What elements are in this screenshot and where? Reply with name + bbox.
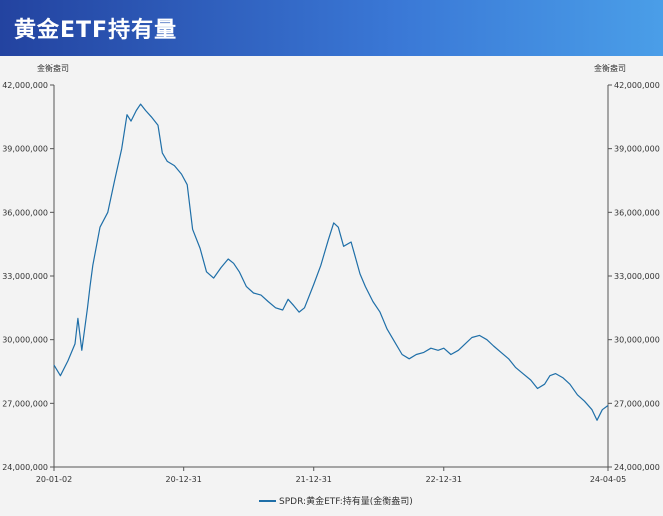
y-ticks: 24,000,000 24,000,000 27,000,000 27,000,000…: [2, 81, 660, 472]
x-tick-label: 24-04-05: [590, 475, 626, 484]
y-tick-label-left: 30,000,000: [2, 336, 48, 345]
y-tick-label-left: 39,000,000: [2, 145, 48, 154]
y-tick-label-left: 33,000,000: [2, 272, 48, 281]
legend: SPDR:黄金ETF:持有量(金衡盎司): [259, 495, 413, 507]
y-tick-label-left: 36,000,000: [2, 208, 48, 217]
y-tick-label-right: 33,000,000: [614, 272, 660, 281]
chart-axes: [53, 85, 609, 468]
y-tick-label-right: 30,000,000: [614, 336, 660, 345]
y-tick-label-right: 42,000,000: [614, 81, 660, 90]
header-banner: 黄金ETF持有量: [0, 0, 663, 56]
legend-label: SPDR:黄金ETF:持有量(金衡盎司): [279, 495, 413, 507]
page-title: 黄金ETF持有量: [14, 18, 178, 43]
y-tick-label-left: 27,000,000: [2, 399, 48, 408]
y-tick-label-right: 39,000,000: [614, 145, 660, 154]
line-chart: 金衡盎司 金衡盎司 24,000,000 24,000,000 27,000,000…: [2, 63, 660, 507]
left-unit-label: 金衡盎司: [37, 63, 69, 73]
x-tick-label: 22-12-31: [426, 475, 462, 484]
right-unit-label: 金衡盎司: [594, 63, 626, 73]
x-tick-label: 20-12-31: [166, 475, 202, 484]
y-tick-label-left: 24,000,000: [2, 463, 48, 472]
series-lines: [53, 103, 609, 421]
y-tick-label-right: 36,000,000: [614, 208, 660, 217]
chart-area: 金衡盎司 金衡盎司 24,000,000 24,000,000 27,000,000…: [0, 56, 663, 512]
y-tick-label-left: 42,000,000: [2, 81, 48, 90]
x-tick-label: 20-01-02: [36, 475, 72, 484]
x-ticks: 20-01-02 20-12-31 21-12-31 22-12-31 24-04-05: [36, 467, 626, 484]
y-tick-label-right: 27,000,000: [614, 399, 660, 408]
x-tick-label: 21-12-31: [296, 475, 332, 484]
series-line: [53, 103, 609, 421]
y-tick-label-right: 24,000,000: [614, 463, 660, 472]
